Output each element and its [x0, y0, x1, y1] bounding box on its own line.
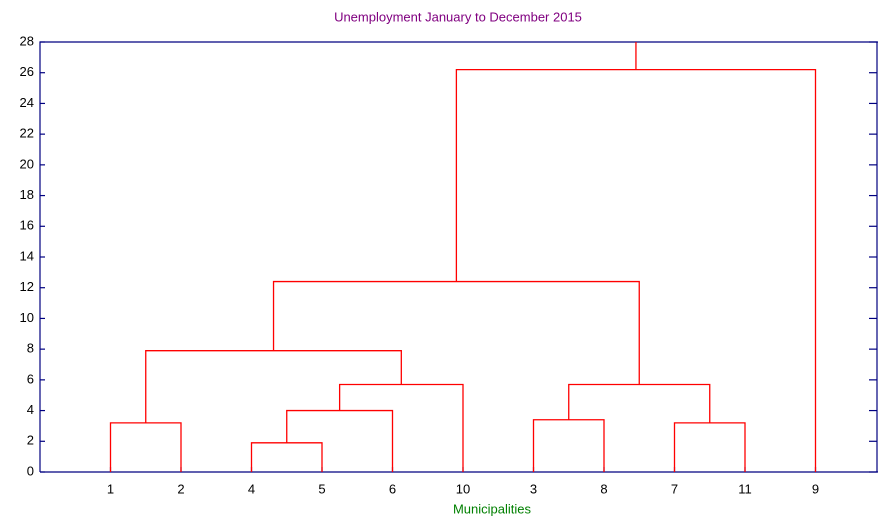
y-tick-label: 28 [20, 33, 34, 48]
y-tick-label: 6 [27, 371, 34, 386]
x-tick-label: 1 [107, 481, 114, 496]
y-tick-label: 14 [20, 248, 34, 263]
dendrogram-link [145, 350, 402, 423]
x-axis-label: Municipalities [453, 501, 532, 516]
plot-frame [39, 41, 878, 473]
y-tick-label: 24 [20, 95, 34, 110]
y-tick-label: 8 [27, 341, 34, 356]
y-tick-label: 12 [20, 279, 34, 294]
x-tick-label: 9 [812, 481, 819, 496]
dendrogram-link [272, 280, 640, 385]
x-tick-label: 6 [389, 481, 396, 496]
x-tick-label: 8 [600, 481, 607, 496]
y-tick-label: 22 [20, 126, 34, 141]
x-tick-label: 7 [671, 481, 678, 496]
x-tick-label: 11 [738, 481, 752, 496]
dendrogram-link [455, 68, 817, 472]
y-tick-label: 2 [27, 433, 34, 448]
y-tick-label: 4 [27, 402, 34, 417]
y-tick-label: 18 [20, 187, 34, 202]
dendrogram-link [532, 419, 605, 472]
chart-title: Unemployment January to December 2015 [334, 9, 582, 24]
x-tick-label: 5 [318, 481, 325, 496]
y-tick-label: 10 [20, 310, 34, 325]
dendrogram-link [109, 422, 182, 472]
dendrogram-link [250, 442, 323, 472]
x-tick-label: 10 [456, 481, 470, 496]
y-tick-label: 16 [20, 218, 34, 233]
dendrogram-link [568, 383, 711, 423]
x-tick-label: 3 [530, 481, 537, 496]
y-tick-label: 26 [20, 64, 34, 79]
dendrogram-link [338, 383, 464, 472]
dendrogram-link [673, 422, 746, 472]
y-tick-label: 20 [20, 156, 34, 171]
x-tick-label: 4 [248, 481, 255, 496]
y-tick-label: 0 [27, 463, 34, 478]
x-tick-label: 2 [177, 481, 184, 496]
dendrogram-link [286, 409, 394, 472]
